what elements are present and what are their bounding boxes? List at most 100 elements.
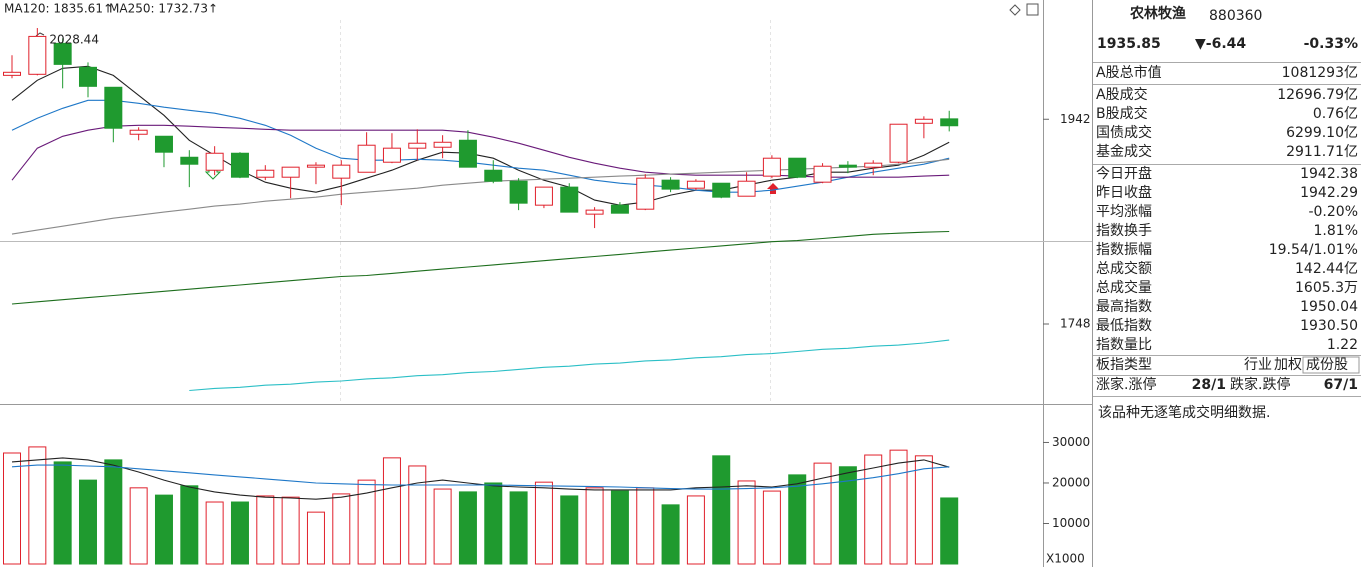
note: 该品种无逐笔成交明细数据. [1098, 404, 1270, 421]
option-frame [1302, 356, 1360, 374]
candle-body [3, 71, 21, 76]
volume-bar [230, 501, 249, 565]
quote-panel: 农林牧渔 880360 1935.85 ▼-6.44 -0.33% A股总市值 108129… [1093, 5, 1361, 421]
volume-bar [686, 495, 705, 565]
legend-entry: MA120: 1835.61↑ [4, 2, 113, 16]
row-value: 1081293亿 [1282, 65, 1358, 81]
row-label: 总成交量 [1096, 279, 1152, 296]
volume-bar [737, 480, 756, 565]
candle-body [205, 152, 224, 171]
volume-bar [788, 474, 807, 565]
row-label: 指数振幅 [1096, 242, 1152, 258]
volume-bar [914, 455, 933, 565]
candle-body [332, 164, 351, 179]
volume-bar [610, 490, 629, 565]
candle-body [382, 147, 401, 163]
candle-body [306, 164, 325, 168]
candle-body [509, 180, 528, 204]
volume-bar [382, 457, 401, 565]
volume-bar [408, 465, 427, 565]
candle-body [78, 66, 97, 87]
y-tick-label: 1748 [1060, 317, 1091, 331]
board-option[interactable]: 成份股 [1306, 357, 1348, 373]
y-tick-label: 30000 [1052, 435, 1090, 449]
volume-bar [838, 466, 857, 565]
candle-body [585, 209, 604, 215]
row-label: 板指类型 [1096, 357, 1152, 373]
toolbar-icon[interactable] [1009, 4, 1021, 16]
volume-bar [458, 491, 477, 565]
volume-bar [636, 487, 655, 565]
breadth-up-value: 28/1 [1192, 377, 1226, 393]
row-value: 12696.79亿 [1277, 87, 1358, 103]
volume-bar [332, 493, 351, 565]
y-unit-label: X1000 [1046, 552, 1085, 566]
row-value: -0.20% [1308, 204, 1358, 220]
candle-body [813, 165, 832, 183]
candle-body [712, 182, 731, 198]
row-label: B股成交 [1096, 105, 1148, 122]
volume-bar [484, 482, 503, 565]
row-label: 指数量比 [1096, 337, 1152, 353]
candle-body [357, 144, 376, 173]
row-value: 2911.71亿 [1286, 144, 1358, 160]
row-value: 6299.10亿 [1286, 125, 1358, 141]
row-label: 基金成交 [1096, 143, 1152, 160]
row-value: 1.22 [1327, 337, 1358, 353]
candle-body [180, 156, 199, 165]
candle-body [484, 169, 503, 182]
candle-body [940, 118, 959, 127]
row-label: 昨日收盘 [1096, 184, 1152, 201]
index-name: 农林牧渔 [1129, 5, 1186, 22]
volume-bar [509, 491, 528, 565]
signal-up-arrow [767, 183, 779, 194]
candle-body [737, 180, 756, 197]
volume-bar [180, 485, 199, 565]
change: ▼-6.44 [1195, 36, 1246, 52]
candle-body [838, 164, 857, 168]
row-label: 国债成交 [1096, 124, 1152, 141]
volume-bar [28, 446, 47, 565]
row-value: 1950.04 [1300, 299, 1358, 315]
volume-bar [864, 454, 883, 565]
volume-bar [104, 459, 123, 565]
candle-body [914, 118, 933, 124]
ma-line [11, 99, 950, 193]
volume-bar [205, 501, 224, 565]
candle-body [661, 179, 680, 190]
legend-entry: MA250: 1732.73↑ [109, 2, 218, 16]
row-label: A股成交 [1096, 86, 1148, 103]
candle-body [256, 169, 275, 178]
row-value: 1930.50 [1300, 318, 1358, 334]
price: 1935.85 [1097, 36, 1161, 52]
volume-bar [889, 449, 908, 565]
row-label: 最高指数 [1096, 298, 1152, 315]
change-pct: -0.33% [1304, 36, 1358, 52]
candle-body [686, 180, 705, 189]
volume-bar [813, 462, 832, 565]
breadth-down-label: 跌家.跌停 [1230, 376, 1290, 393]
candle-body [610, 204, 629, 214]
row-label: 平均涨幅 [1096, 204, 1152, 220]
toolbar-icon[interactable] [1026, 3, 1039, 16]
volume-bar [585, 487, 604, 565]
candle-body [230, 152, 249, 178]
breadth-down-value: 67/1 [1324, 377, 1358, 393]
y-tick-label: 10000 [1052, 516, 1090, 530]
board-option[interactable]: 加权 [1274, 357, 1302, 373]
y-tick-label: 1942 [1060, 112, 1091, 126]
candle-body [154, 135, 173, 153]
volume-bar [357, 479, 376, 565]
row-value: 0.76亿 [1313, 106, 1358, 122]
candle-body [129, 129, 148, 135]
board-option[interactable]: 行业 [1244, 357, 1272, 373]
breadth-up-label: 涨家.涨停 [1096, 376, 1156, 393]
candle-body [433, 141, 452, 148]
volume-bar [560, 495, 579, 565]
candle-body [408, 142, 427, 149]
candle-body [889, 123, 908, 163]
volume-bar [256, 495, 275, 565]
row-value: 19.54/1.01% [1269, 242, 1358, 258]
